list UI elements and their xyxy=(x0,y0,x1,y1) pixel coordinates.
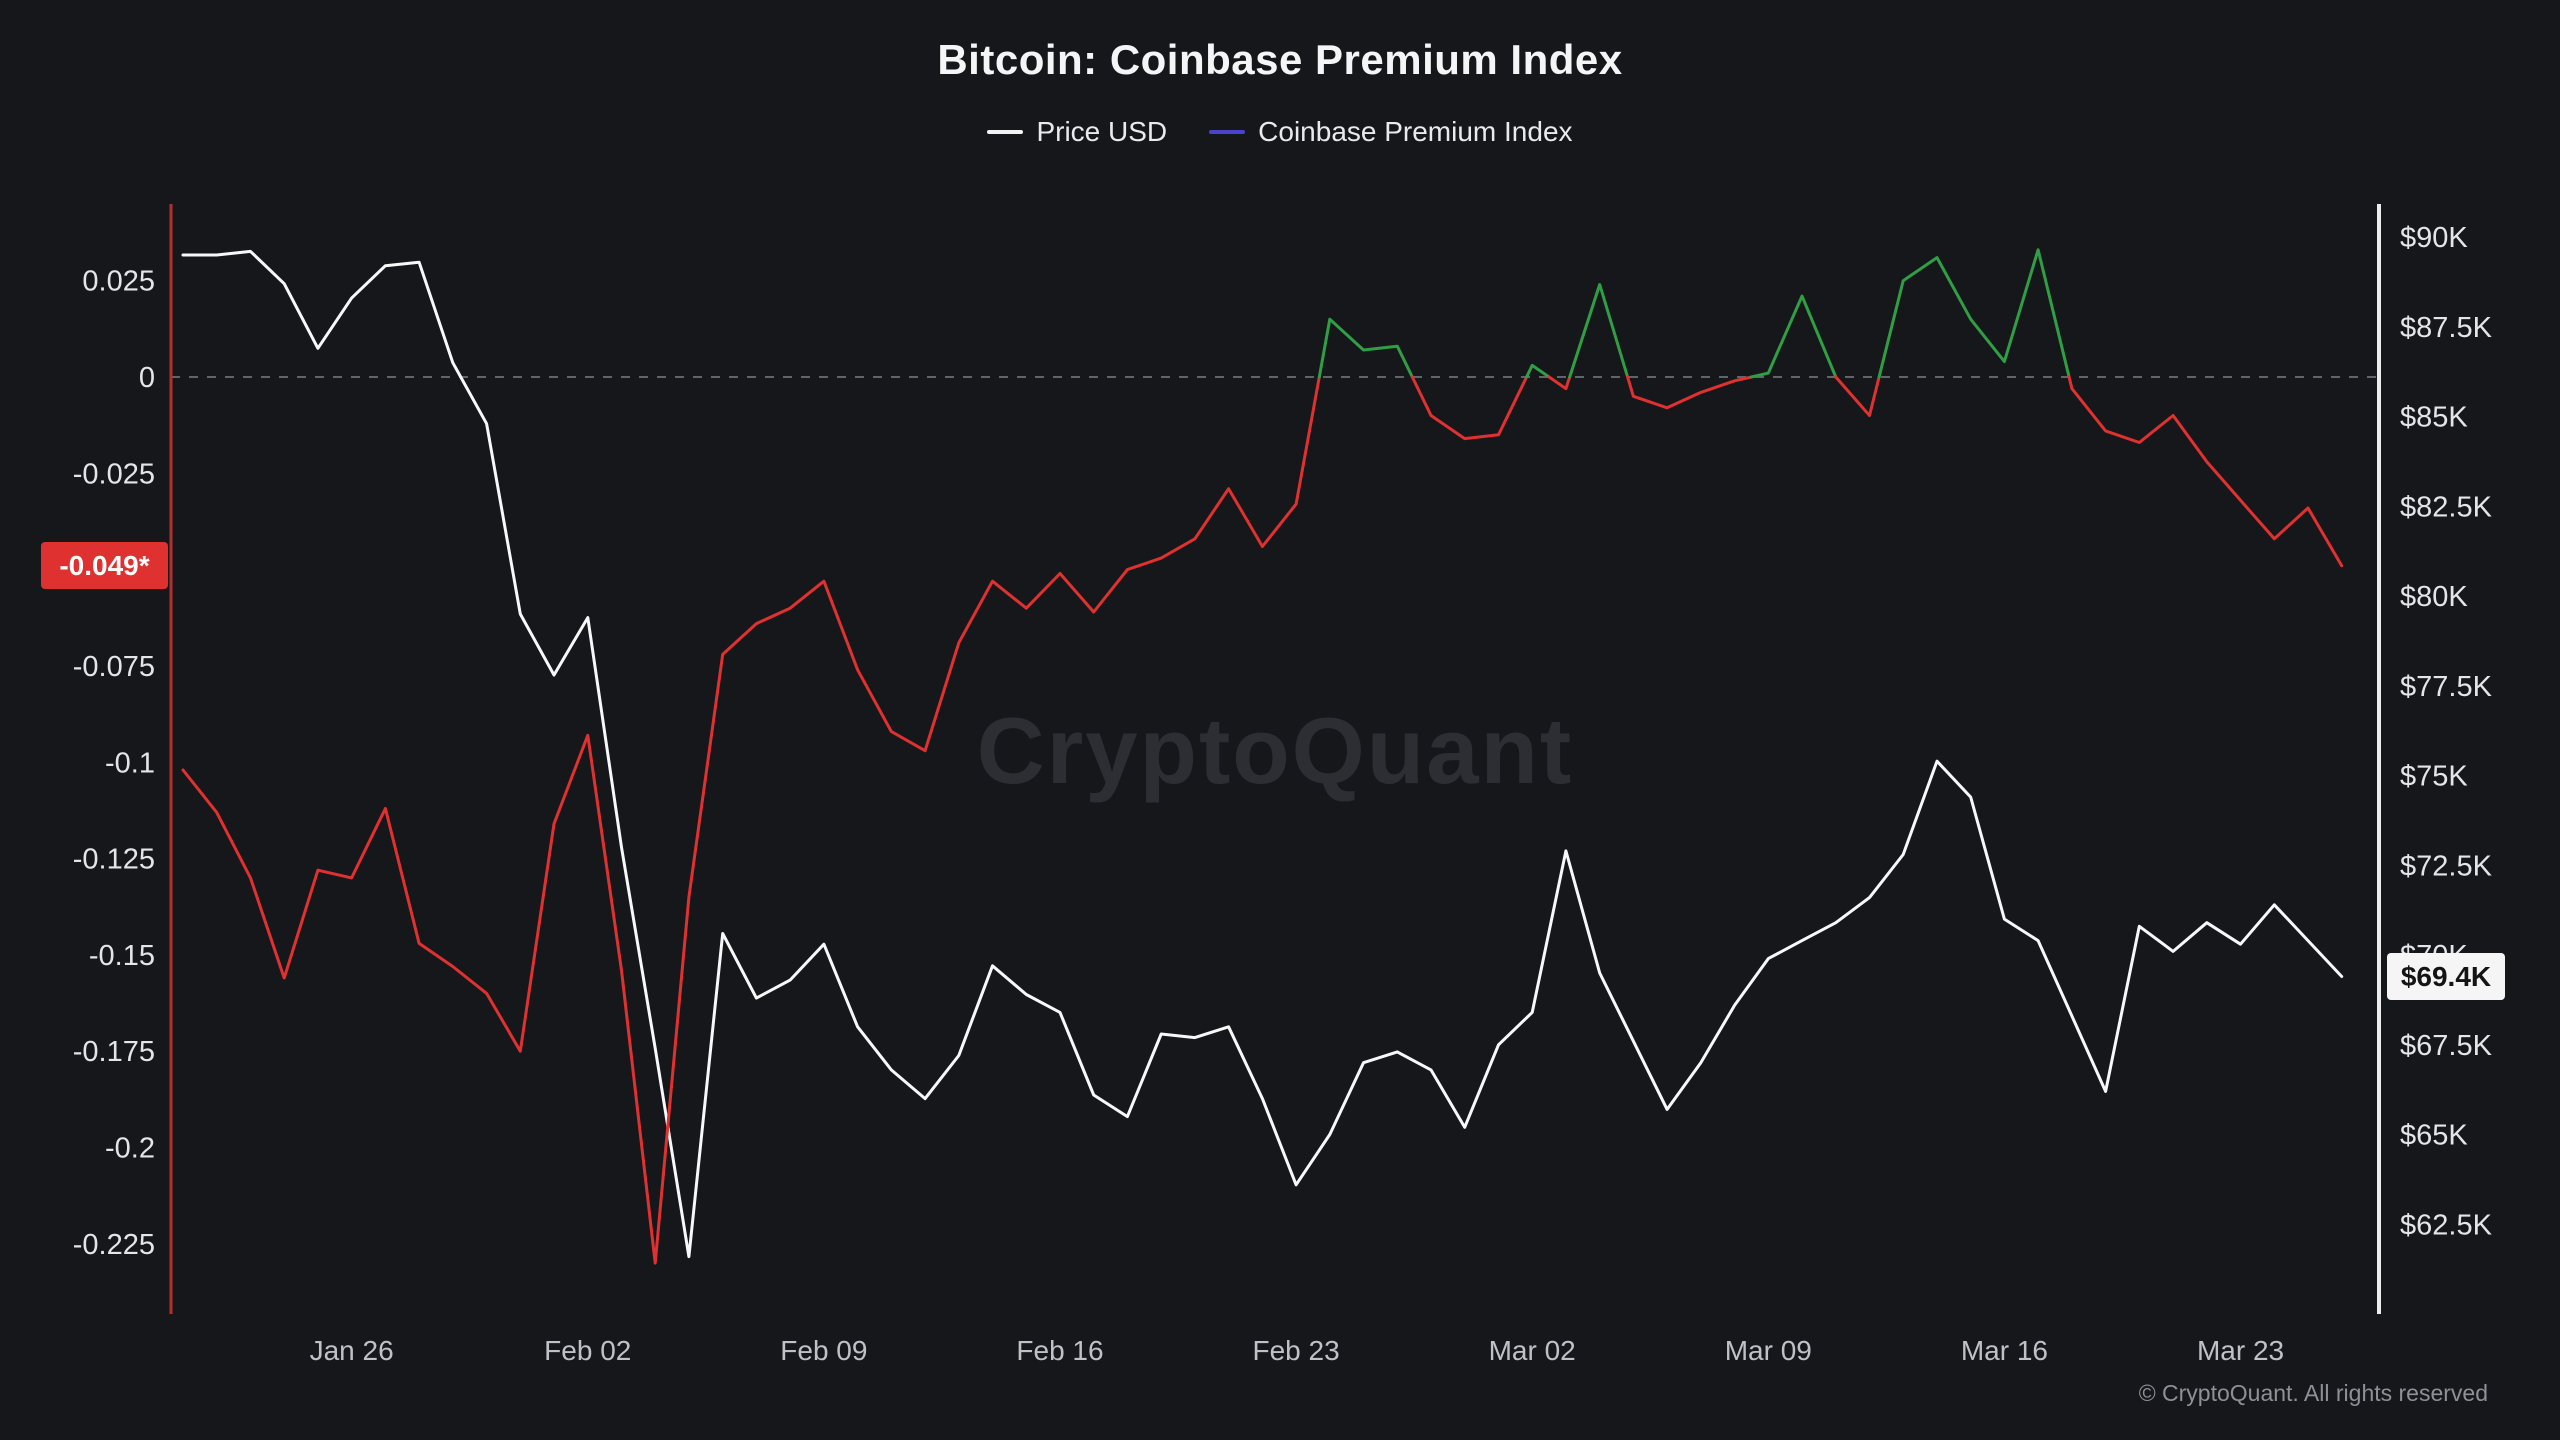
left-axis-tick-label: -0.175 xyxy=(73,1036,155,1068)
x-axis-tick-label: Feb 16 xyxy=(1016,1335,1103,1366)
right-axis-tick-label: $85K xyxy=(2400,402,2468,434)
left-axis-tick-label: -0.1 xyxy=(105,747,155,779)
premium-index-line-segment xyxy=(1626,375,1753,410)
left-axis-tick-label: -0.15 xyxy=(89,940,155,972)
premium-index-line-segment xyxy=(1410,375,1529,441)
premium-index-line-segment xyxy=(1568,283,1630,379)
premium-index-line-segment xyxy=(1317,317,1414,379)
legend-label-price-usd: Price USD xyxy=(1036,116,1168,147)
premium-current-value-badge: -0.049* xyxy=(41,542,168,590)
premium-index-line-segment xyxy=(1877,248,2071,379)
price-current-value-badge: $69.4K xyxy=(2387,953,2505,1001)
legend-label-coinbase-premium-index: Coinbase Premium Index xyxy=(1258,116,1573,147)
right-axis-tick-label: $90K xyxy=(2400,222,2468,254)
left-axis-tick-label: -0.025 xyxy=(73,458,155,490)
premium-index-line-segment xyxy=(2067,375,2344,568)
x-axis-tick-label: Jan 26 xyxy=(310,1335,394,1366)
right-axis-tick-label: $80K xyxy=(2400,581,2468,613)
right-axis-tick-label: $75K xyxy=(2400,761,2468,793)
legend-item-coinbase-premium-index[interactable]: Coinbase Premium Index xyxy=(1209,116,1573,148)
x-axis-tick-label: Mar 16 xyxy=(1961,1335,2048,1366)
x-axis-tick-label: Feb 23 xyxy=(1253,1335,1340,1366)
x-axis-tick-label: Mar 09 xyxy=(1725,1335,1812,1366)
chart-legend: Price USD Coinbase Premium Index xyxy=(0,116,2560,148)
chart-title: Bitcoin: Coinbase Premium Index xyxy=(937,36,1623,83)
left-axis-tick-label: -0.2 xyxy=(105,1133,155,1165)
right-axis-tick-label: $67.5K xyxy=(2400,1030,2493,1062)
left-axis-tick-label: 0 xyxy=(139,362,155,394)
right-axis-tick-label: $82.5K xyxy=(2400,491,2493,523)
right-axis-tick-label: $72.5K xyxy=(2400,850,2493,882)
premium-index-line-segment xyxy=(1749,294,1838,379)
copyright-footer: © CryptoQuant. All rights reserved xyxy=(2138,1380,2488,1406)
price-usd-legend-dash-icon xyxy=(987,130,1024,134)
premium-index-line-segment xyxy=(1525,363,1551,379)
price-usd-line xyxy=(181,249,2344,1259)
x-axis-tick-label: Feb 09 xyxy=(780,1335,867,1366)
left-axis-tick-label: -0.225 xyxy=(73,1229,155,1261)
left-axis-tick-label: -0.125 xyxy=(73,844,155,876)
left-axis-tick-label: 0.025 xyxy=(82,266,155,298)
right-axis-tick-label: $62.5K xyxy=(2400,1209,2493,1241)
right-axis-tick-label: $77.5K xyxy=(2400,671,2493,703)
right-axis-tick-label: $65K xyxy=(2400,1120,2468,1152)
right-axis-tick-label: $87.5K xyxy=(2400,312,2493,344)
x-axis-tick-label: Feb 02 xyxy=(544,1335,631,1366)
premium-index-line-segment xyxy=(1547,375,1572,391)
legend-item-price-usd[interactable]: Price USD xyxy=(987,116,1167,148)
x-axis-tick-label: Mar 23 xyxy=(2197,1335,2284,1366)
x-axis-tick-label: Mar 02 xyxy=(1489,1335,1576,1366)
premium-index-line-segment xyxy=(1834,375,1881,417)
coinbase-premium-legend-dash-icon xyxy=(1209,130,1246,134)
left-axis-tick-label: -0.075 xyxy=(73,651,155,683)
premium-index-line-segment xyxy=(181,375,1321,1265)
